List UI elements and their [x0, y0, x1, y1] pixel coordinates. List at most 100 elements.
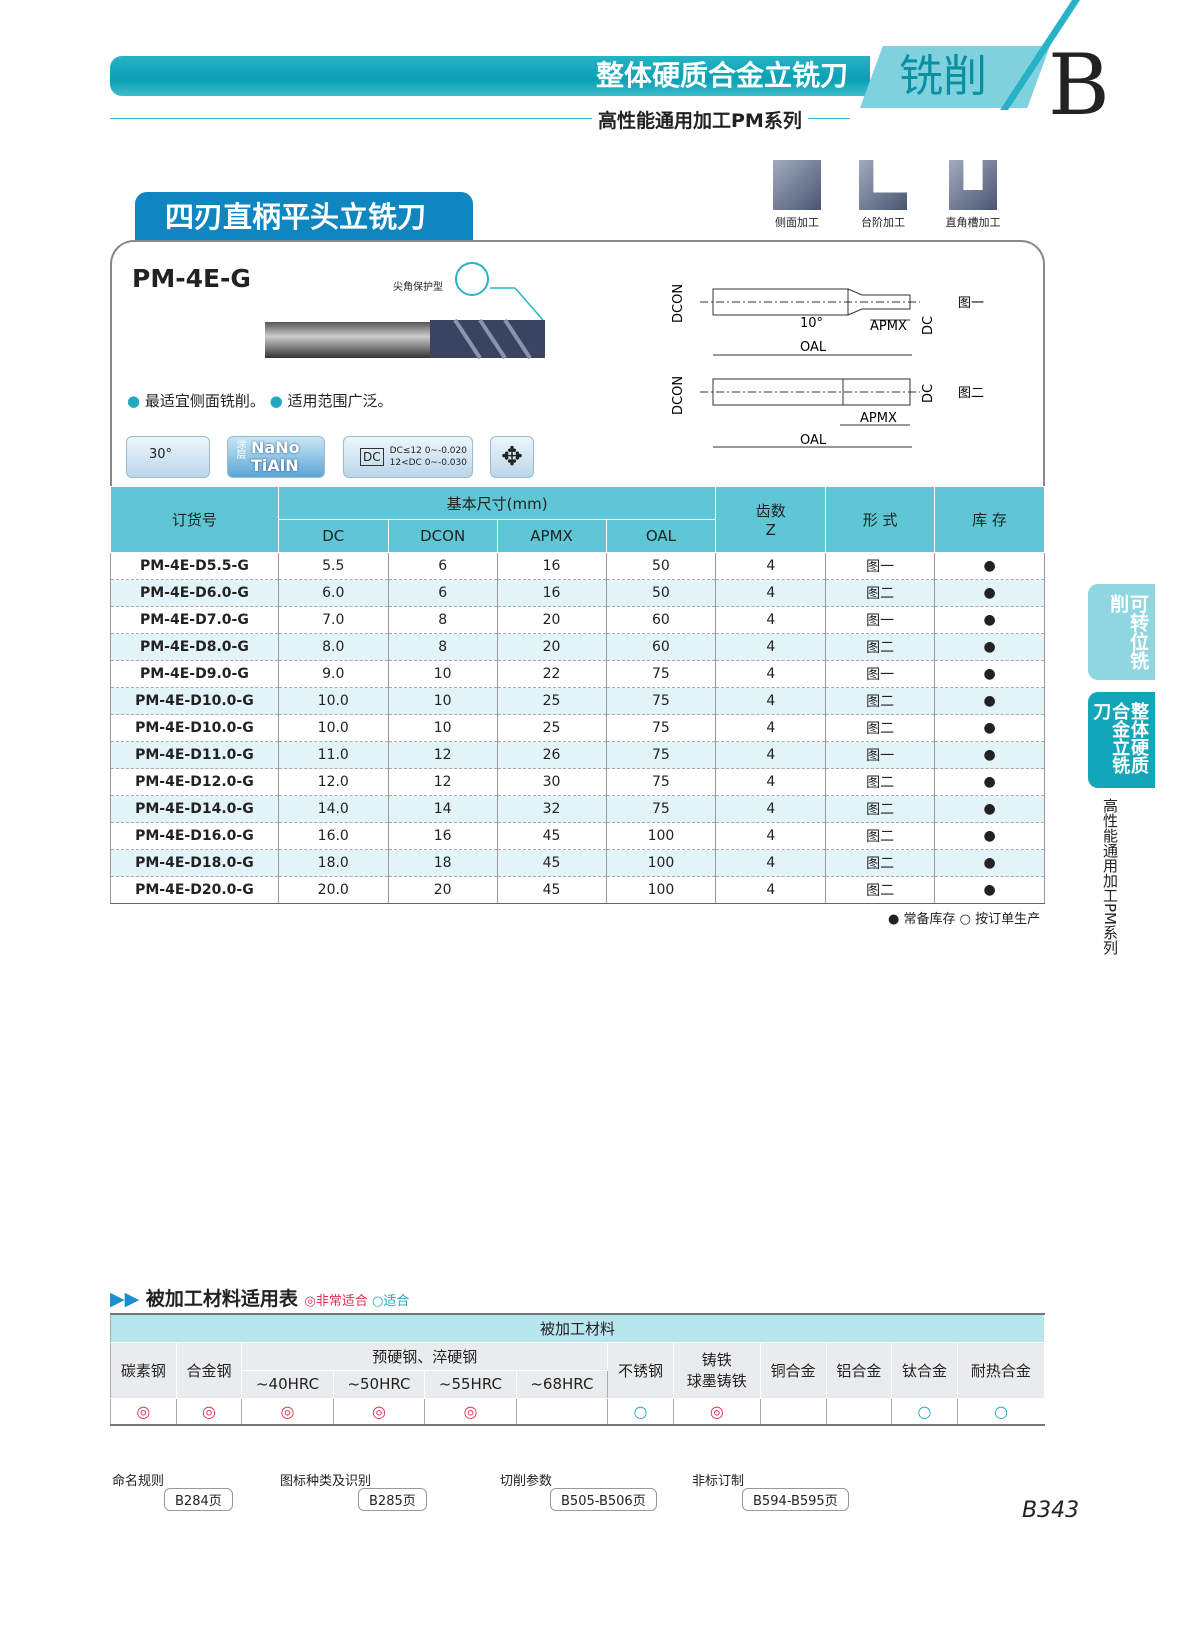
bullet-icon: ●	[269, 392, 283, 410]
table-row: PM-4E-D20.0-G 20.0 20 45 100 4 图二 ●	[110, 876, 1045, 904]
fig2-label: 图二	[958, 386, 984, 401]
table-row: PM-4E-D11.0-G 11.0 12 26 75 4 图一 ●	[110, 741, 1045, 769]
rating-cell	[825, 1398, 892, 1426]
materials-group-header: 被加工材料	[110, 1313, 1045, 1343]
apmx-label: APMX	[870, 319, 907, 334]
table-cell: 4	[715, 714, 826, 742]
corner-detail-icon	[455, 262, 489, 296]
col-form: 形 式	[825, 486, 936, 553]
table-cell: 75	[605, 795, 716, 823]
col-stock: 库 存	[934, 486, 1045, 553]
table-cell: PM-4E-D16.0-G	[110, 822, 279, 850]
table-cell: ●	[934, 822, 1045, 850]
table-cell: 4	[715, 822, 826, 850]
table-cell: 4	[715, 606, 826, 634]
table-cell: 图二	[825, 876, 935, 904]
series-title: 高性能通用加工PM系列	[592, 106, 808, 133]
table-cell: 9.0	[277, 660, 389, 688]
ratings-row: ◎ ◎ ◎ ◎ ◎ ○ ◎ ○ ○	[110, 1398, 1045, 1426]
op-slot-milling: 直角槽加工	[938, 160, 1008, 230]
col-dcon: DCON	[387, 519, 498, 553]
table-cell: 16	[387, 822, 498, 850]
table-cell: 75	[605, 768, 716, 796]
table-cell: ●	[934, 660, 1045, 688]
table-cell: 10	[387, 714, 498, 742]
table-cell: 45	[496, 822, 606, 850]
table-row: PM-4E-D10.0-G 10.0 10 25 75 4 图二 ●	[110, 714, 1045, 742]
table-cell: 4	[715, 552, 826, 580]
table-row: PM-4E-D10.0-G 10.0 10 25 75 4 图二 ●	[110, 687, 1045, 715]
table-cell: PM-4E-D7.0-G	[110, 606, 279, 634]
header-bar: 整体硬质合金立铣刀	[110, 56, 870, 96]
ref-custom[interactable]: 非标订制 B594-B595页	[692, 1470, 849, 1511]
materials-heading: ▶▶ 被加工材料适用表 ◎非常适合 ○适合	[110, 1288, 410, 1310]
table-cell: PM-4E-D10.0-G	[110, 714, 279, 742]
table-cell: PM-4E-D8.0-G	[110, 633, 279, 661]
four-flute-icon: ✥	[490, 436, 534, 478]
divider	[110, 118, 850, 119]
table-cell: 4	[715, 579, 826, 607]
table-cell: PM-4E-D5.5-G	[110, 552, 279, 580]
rating-cell: ○	[607, 1398, 674, 1426]
dcon-label: DCON	[671, 284, 686, 323]
table-cell: 8.0	[277, 633, 389, 661]
table-row: PM-4E-D7.0-G 7.0 8 20 60 4 图一 ●	[110, 606, 1045, 634]
table-cell: 100	[605, 849, 716, 877]
table-cell: ●	[934, 579, 1045, 607]
section-letter: B	[1048, 36, 1110, 134]
model-name: PM-4E-G	[132, 264, 251, 293]
table-cell: 图一	[825, 552, 935, 580]
ref-icons[interactable]: 图标种类及识别 B285页	[280, 1470, 427, 1511]
table-row: PM-4E-D18.0-G 18.0 18 45 100 4 图二 ●	[110, 849, 1045, 877]
table-cell: 图二	[825, 849, 935, 877]
dcon-label: DCON	[671, 376, 686, 415]
table-cell: 25	[496, 714, 606, 742]
table-row: PM-4E-D5.5-G 5.5 6 16 50 4 图一 ●	[110, 552, 1045, 580]
table-cell: 4	[715, 876, 826, 904]
table-cell: PM-4E-D10.0-G	[110, 687, 279, 715]
op-side-milling: 侧面加工	[762, 160, 832, 230]
side-series-label: 高性能通用加工PM系列	[1101, 798, 1119, 955]
table-cell: PM-4E-D9.0-G	[110, 660, 279, 688]
rating-cell: ○	[891, 1398, 958, 1426]
ref-cutting[interactable]: 切削参数 B505-B506页	[500, 1470, 657, 1511]
table-cell: ●	[934, 795, 1045, 823]
table-cell: 20	[496, 606, 606, 634]
table-row: PM-4E-D6.0-G 6.0 6 16 50 4 图二 ●	[110, 579, 1045, 607]
corner-note: 尖角保护型	[393, 282, 443, 293]
rating-cell: ◎	[672, 1398, 761, 1426]
side-tab-solid-carbide[interactable]: 整体硬质合金立铣刀	[1088, 692, 1155, 788]
rating-cell: ◎	[424, 1398, 517, 1426]
helix-angle-badge: 30°	[126, 436, 210, 478]
table-cell: 14	[387, 795, 498, 823]
coating-badge: 涂层 NaNo TiAlN	[227, 436, 325, 478]
table-cell: 图二	[825, 768, 935, 796]
table-cell: 图一	[825, 606, 935, 634]
fig1-label: 图一	[958, 296, 984, 311]
table-cell: PM-4E-D12.0-G	[110, 768, 279, 796]
table-cell: 30	[496, 768, 606, 796]
table-cell: ●	[934, 768, 1045, 796]
table-cell: PM-4E-D20.0-G	[110, 876, 279, 904]
side-milling-icon	[773, 160, 821, 210]
table-cell: 100	[605, 876, 716, 904]
table-cell: 图二	[825, 795, 935, 823]
side-tab-indexable[interactable]: 可转位铣削	[1088, 584, 1155, 680]
product-panel	[110, 240, 1045, 502]
table-cell: 4	[715, 660, 826, 688]
table-cell: ●	[934, 849, 1045, 877]
col-order: 订货号	[110, 486, 279, 553]
table-cell: ●	[934, 633, 1045, 661]
table-cell: 26	[496, 741, 606, 769]
table-cell: 6	[387, 552, 498, 580]
table-cell: 22	[496, 660, 606, 688]
table-row: PM-4E-D14.0-G 14.0 14 32 75 4 图二 ●	[110, 795, 1045, 823]
table-cell: 50	[605, 579, 716, 607]
table-cell: 20.0	[277, 876, 389, 904]
table-cell: 12	[387, 768, 498, 796]
table-cell: 75	[605, 741, 716, 769]
table-cell: 10	[387, 660, 498, 688]
ref-naming[interactable]: 命名规则 B284页	[112, 1470, 233, 1511]
table-cell: 10.0	[277, 687, 389, 715]
table-cell: 50	[605, 552, 716, 580]
